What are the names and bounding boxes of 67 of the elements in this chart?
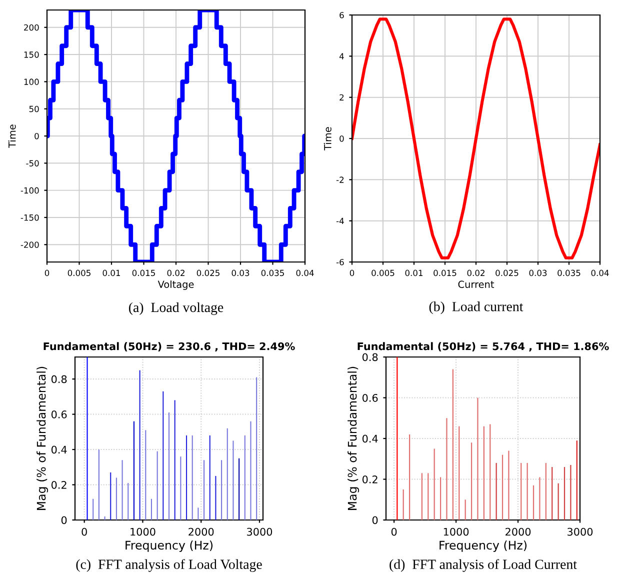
x-tick-label: 0.02	[467, 270, 484, 276]
y-axis-title: Time	[324, 127, 332, 150]
x-axis-title: Frequency (Hz)	[126, 540, 212, 552]
y-tick-label: 6	[340, 12, 344, 18]
x-tick-label: 2000	[188, 528, 214, 536]
y-axis-title: Mag (% of Fundamental)	[36, 366, 48, 510]
x-tick-label: 0.015	[132, 270, 155, 276]
x-tick-label: 0.04	[591, 270, 609, 276]
x-tick-label: 0.02	[167, 270, 184, 276]
text: (d) FFT analysis of Load Current	[390, 559, 577, 572]
line-series	[352, 18, 600, 260]
text: (c) FFT analysis of Load Voltage	[76, 559, 262, 572]
x-tick-label: 0.035	[558, 270, 580, 276]
x-tick-label: 0	[82, 528, 87, 536]
y-tick-label: -50	[26, 160, 39, 166]
x-tick-label: 1000	[130, 528, 156, 536]
x-tick-label: 0.04	[296, 270, 314, 276]
x-tick-label: 0	[391, 528, 397, 536]
x-tick-label: 0	[350, 270, 354, 276]
y-tick-label: 0.4	[51, 446, 67, 454]
y-tick-label: 200	[24, 24, 39, 31]
y-tick-label: 0.2	[51, 480, 66, 489]
y-axis-title: Mag (% of Fundamental)	[348, 366, 360, 510]
chart-title: Fundamental (50Hz) = 230.6 , THD= 2.49%	[44, 342, 295, 352]
x-tick-label: 0.025	[496, 270, 518, 276]
y-tick-label: -100	[20, 187, 39, 194]
y-tick-label: -200	[20, 242, 39, 248]
y-tick-label: 0	[340, 135, 344, 142]
y-tick-label: 0.2	[362, 475, 378, 484]
x-tick-label: 0.005	[68, 270, 90, 276]
y-tick-label: 0	[34, 132, 39, 140]
y-tick-label: 0	[61, 516, 67, 524]
x-axis-title: Frequency (Hz)	[440, 540, 526, 552]
chart-title: Fundamental (50Hz) = 5.764 , THD= 1.86%	[358, 342, 609, 352]
x-tick-label: 0.015	[434, 270, 456, 276]
y-tick-label: -6	[336, 258, 344, 266]
x-tick-label: 0.025	[196, 270, 220, 276]
text: (b) Load current	[429, 302, 524, 314]
y-tick-label: 0.8	[362, 353, 378, 362]
text: (a) Load voltage	[128, 302, 224, 315]
x-tick-label: 3000	[247, 528, 272, 536]
x-tick-label: 0.01	[405, 270, 423, 276]
y-tick-label: -150	[20, 214, 39, 221]
y-tick-label: 0.6	[51, 410, 67, 418]
y-tick-label: -2	[336, 176, 344, 183]
y-tick-label: 100	[24, 78, 39, 85]
x-axis-title: Current	[458, 280, 494, 288]
y-tick-label: -4	[336, 218, 344, 224]
y-tick-label: 0.8	[51, 375, 67, 384]
x-tick-label: 0.03	[529, 270, 547, 276]
x-tick-label: 0.005	[372, 270, 394, 276]
x-tick-label: 0.03	[232, 270, 250, 276]
x-tick-label: 1000	[444, 528, 469, 536]
x-tick-label: 0	[44, 270, 50, 276]
x-tick-label: 0.01	[102, 270, 120, 276]
y-tick-label: 0.4	[362, 434, 378, 443]
x-tick-label: 2000	[506, 528, 531, 536]
x-axis-title: Voltage	[158, 280, 194, 290]
x-tick-label: 0.035	[261, 270, 284, 276]
y-tick-label: 0	[372, 516, 378, 524]
x-tick-label: 3000	[568, 528, 593, 536]
y-tick-label: 4	[339, 53, 344, 60]
y-axis-title: Time	[8, 124, 16, 148]
y-tick-label: 50	[29, 106, 39, 112]
y-tick-label: 150	[24, 52, 39, 58]
y-tick-label: 2	[340, 94, 344, 100]
y-tick-label: 0.6	[362, 394, 378, 402]
